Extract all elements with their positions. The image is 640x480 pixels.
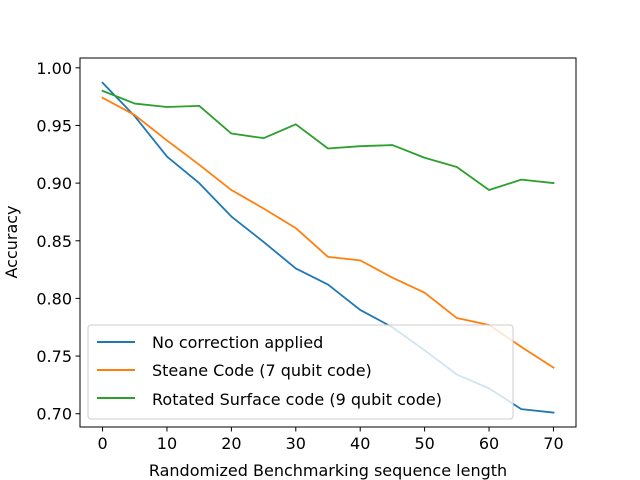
y-tick-label: 1.00 [36,59,72,78]
x-tick-label: 0 [97,434,107,453]
y-tick-label: 0.85 [36,232,72,251]
y-axis-label: Accuracy [2,205,21,278]
y-tick-label: 0.70 [36,405,72,424]
x-tick-label: 50 [414,434,434,453]
axes-frame [79,57,577,428]
legend-box [87,324,514,420]
y-tick-label: 0.90 [36,174,72,193]
legend: No correction applied Steane Code (7 qub… [87,324,514,420]
legend-label-rotated-surface: Rotated Surface code (9 qubit code) [152,390,442,409]
series-line-2 [101,89,555,191]
y-tick-label: 0.80 [36,289,72,308]
x-tick-label: 60 [479,434,499,453]
series-line-1 [101,96,555,369]
y-tick-label: 0.75 [36,347,72,366]
y-axis-ticks: 0.70 0.75 0.80 0.85 0.90 0.95 1.00 [36,59,80,424]
x-tick-label: 30 [286,434,306,453]
x-axis-ticks: 0 10 20 30 40 50 60 70 [97,427,564,453]
legend-label-steane: Steane Code (7 qubit code) [152,361,372,380]
y-tick-label: 0.95 [36,116,72,135]
x-axis-label: Randomized Benchmarking sequence length [149,461,507,480]
legend-label-no-correction: No correction applied [152,333,323,352]
x-tick-label: 70 [543,434,563,453]
x-tick-label: 40 [350,434,370,453]
x-tick-label: 20 [221,434,241,453]
x-tick-label: 10 [157,434,177,453]
